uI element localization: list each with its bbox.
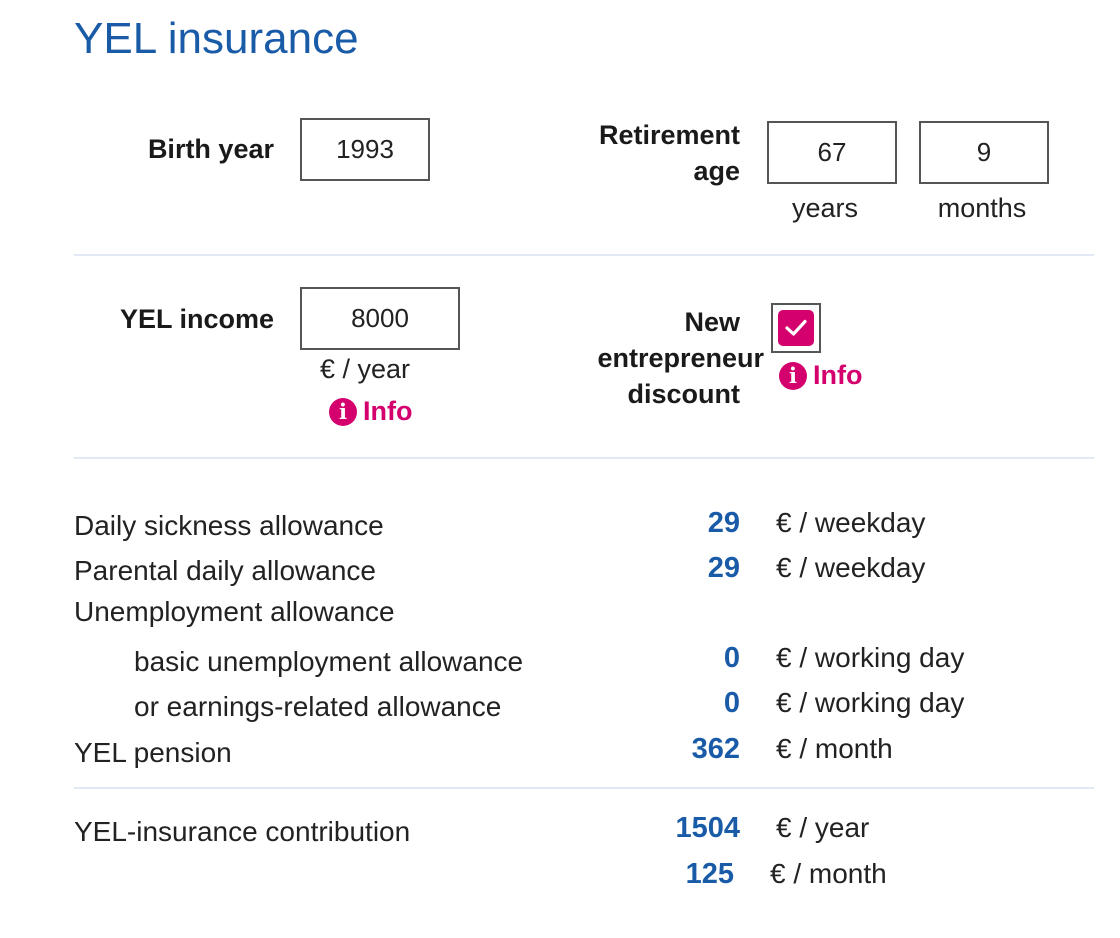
unemployment-heading: Unemployment allowance [74, 596, 395, 627]
earnings-related-value: 0 [723, 687, 740, 719]
daily-sickness-value: 29 [707, 507, 740, 539]
discount-info-label: Info [813, 360, 863, 390]
parental-daily-unit: € / weekday [776, 552, 926, 583]
retirement-age-label-line2: age [693, 156, 740, 186]
birth-year-input[interactable] [300, 118, 430, 181]
page-title: YEL insurance [74, 14, 359, 63]
contribution-label: YEL-insurance contribution [74, 816, 411, 847]
checkmark-icon [785, 319, 807, 336]
daily-sickness-unit: € / weekday [776, 507, 926, 538]
daily-sickness-label: Daily sickness allowance [74, 510, 384, 541]
contribution-year-value: 1504 [675, 812, 740, 844]
basic-unemployment-unit: € / working day [776, 642, 965, 673]
income-info-link[interactable]: i Info [329, 396, 412, 427]
earnings-related-label: or earnings-related allowance [134, 691, 502, 722]
checkbox-checked-indicator [778, 310, 814, 346]
yel-pension-value: 362 [691, 733, 740, 765]
income-unit-label: € / year [319, 354, 411, 384]
income-info-label: Info [363, 396, 413, 426]
retirement-age-label: Retirement age [540, 117, 740, 189]
yel-income-label: YEL income [119, 304, 274, 334]
retirement-years-input[interactable] [767, 121, 897, 184]
info-icon: i [329, 397, 357, 426]
info-icon: i [779, 361, 807, 390]
basic-unemployment-value: 0 [723, 642, 740, 674]
basic-unemployment-label: basic unemployment allowance [134, 646, 524, 677]
discount-label-line2: entrepreneur [597, 343, 764, 373]
discount-info-link[interactable]: i Info [779, 360, 862, 391]
retirement-age-label-line1: Retirement [598, 120, 740, 150]
years-unit-label: years [791, 193, 859, 223]
section-divider-1 [74, 254, 1094, 256]
section-divider-2 [74, 457, 1094, 459]
retirement-months-input[interactable] [919, 121, 1049, 184]
discount-label-line3: discount [627, 379, 741, 409]
yel-income-input[interactable] [300, 287, 460, 350]
section-divider-3 [74, 787, 1094, 789]
contribution-month-value: 125 [685, 858, 734, 890]
contribution-month-unit: € / month [770, 858, 887, 889]
new-entrepreneur-discount-label: New entrepreneur discount [560, 304, 764, 412]
new-entrepreneur-discount-checkbox[interactable] [771, 303, 821, 353]
earnings-related-unit: € / working day [776, 687, 965, 718]
parental-daily-value: 29 [707, 552, 740, 584]
parental-daily-label: Parental daily allowance [74, 555, 376, 586]
birth-year-label: Birth year [147, 134, 274, 164]
yel-pension-label: YEL pension [74, 737, 232, 768]
contribution-year-unit: € / year [776, 812, 870, 843]
yel-pension-unit: € / month [776, 733, 893, 764]
discount-label-line1: New [684, 307, 740, 337]
months-unit-label: months [937, 193, 1027, 223]
